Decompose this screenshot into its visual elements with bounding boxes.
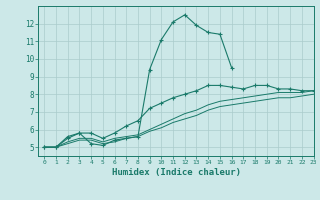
- X-axis label: Humidex (Indice chaleur): Humidex (Indice chaleur): [111, 168, 241, 177]
